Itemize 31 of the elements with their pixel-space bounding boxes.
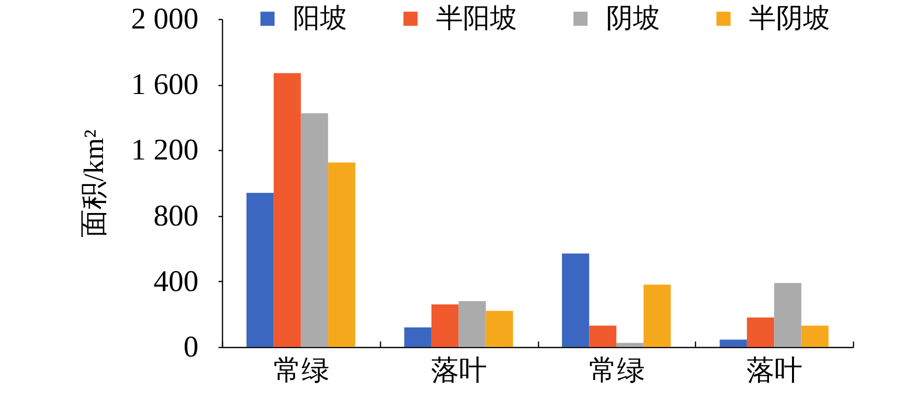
y-tick-label: 1 200 — [131, 134, 198, 167]
bar — [746, 317, 774, 347]
y-tick-label: 2 000 — [131, 2, 198, 36]
bar — [486, 310, 514, 347]
legend-label: 半阴坡 — [749, 2, 830, 33]
y-tick-label: 400 — [154, 264, 198, 298]
bar — [246, 192, 274, 347]
bar — [300, 113, 328, 347]
bar — [458, 301, 486, 347]
y-tick-label: 1 600 — [131, 68, 198, 102]
bar — [404, 327, 432, 347]
bar — [431, 304, 459, 347]
y-tick-label: 0 — [184, 330, 198, 364]
legend-label: 阳坡 — [293, 2, 347, 33]
bar — [274, 73, 301, 347]
legend-label: 阴坡 — [606, 2, 660, 33]
bar — [720, 340, 747, 347]
x-tick-label: 常绿 — [588, 356, 645, 386]
bar — [328, 162, 356, 347]
bar — [774, 283, 802, 347]
bar — [589, 326, 616, 347]
x-tick-label: 落叶 — [431, 356, 488, 386]
x-tick-label: 常绿 — [273, 356, 330, 386]
bar — [562, 254, 590, 347]
legend-label: 半阳坡 — [436, 2, 517, 33]
bar — [644, 284, 671, 347]
x-tick-label: 落叶 — [746, 356, 803, 386]
bar — [616, 342, 644, 347]
y-tick-label: 800 — [154, 199, 198, 232]
bar — [801, 326, 829, 347]
y-axis-title: 面积/km² — [79, 130, 110, 238]
